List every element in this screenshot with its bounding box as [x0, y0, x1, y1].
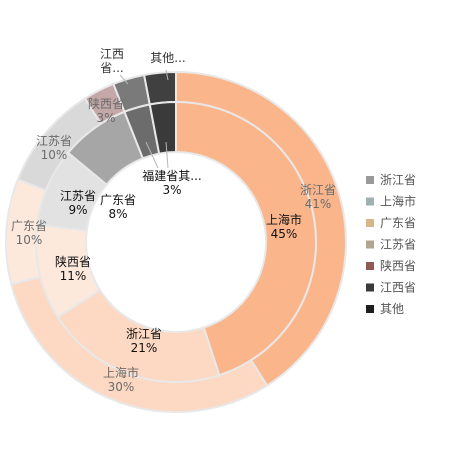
legend-item[interactable]: 江苏省	[366, 238, 416, 252]
callout-label: 江西省...	[100, 47, 124, 75]
inner-slice-label-line: 45%	[271, 227, 298, 241]
inner-slice[interactable]	[175, 100, 317, 377]
outer-slice-label-line: 10%	[41, 148, 68, 162]
callout-label-line: 其他...	[150, 51, 185, 65]
inner-slice-label: 上海市 45%	[266, 212, 302, 241]
legend-label: 浙江省	[380, 173, 416, 187]
callout-label-line: 福建省其...	[142, 168, 201, 183]
legend-label: 江西省	[380, 281, 416, 295]
legend-item[interactable]: 陕西省	[366, 258, 416, 273]
legend-swatch	[366, 197, 374, 206]
inner-slice-label: 广东省 8%	[100, 193, 136, 221]
inner-slice-label-line: 21%	[131, 341, 158, 355]
outer-slice-label: 江苏省 10%	[36, 134, 72, 162]
inner-slice-label-line: 江苏省	[60, 189, 96, 203]
inner-slice-label-line: 上海市	[266, 212, 302, 227]
inner-slice-label-line: 浙江省	[126, 327, 162, 341]
legend-label: 上海市	[380, 194, 416, 209]
legend-label: 广东省	[380, 216, 416, 230]
leader-line	[119, 74, 129, 85]
callout-label-line: 江西	[100, 47, 124, 61]
legend-item[interactable]: 广东省	[366, 216, 416, 230]
legend-item[interactable]: 上海市	[366, 194, 416, 209]
inner-slice-label: 陕西省 11%	[55, 254, 91, 283]
outer-slice-label-line: 3%	[96, 111, 115, 125]
leader-line	[165, 141, 169, 169]
legend-swatch	[366, 240, 374, 249]
callout-label: 其他...	[150, 51, 185, 65]
inner-slice-label: 浙江省 21%	[126, 327, 162, 355]
legend-label: 陕西省	[380, 258, 416, 273]
outer-slice-label: 陕西省 3%	[88, 96, 124, 125]
legend-label: 其他	[380, 302, 404, 316]
leader-line	[145, 141, 159, 169]
callout-label-line: 省...	[100, 61, 123, 75]
callout-label-line: 3%	[162, 183, 181, 197]
inner-ring	[35, 100, 317, 383]
inner-slice-label-line: 11%	[60, 269, 87, 283]
legend-label: 江苏省	[380, 238, 416, 252]
inner-slice-label-line: 广东省	[100, 193, 136, 207]
outer-slice[interactable]	[142, 70, 177, 106]
callout-label: 福建省其... 3%	[142, 168, 201, 197]
inner-slice-label-line: 8%	[108, 207, 127, 221]
legend-swatch	[366, 176, 374, 184]
legend-item[interactable]: 其他	[366, 302, 404, 316]
outer-slice-label-line: 陕西省	[88, 96, 124, 111]
inner-slice-label: 江苏省 9%	[60, 189, 96, 217]
outer-slice-label-line: 上海市	[103, 365, 139, 380]
legend-swatch	[366, 283, 374, 292]
data-labels: 浙江省 41%上海市 30%广东省 10%江苏省 10%陕西省 3%上海市 45%浙江省 21…	[11, 47, 336, 394]
inner-slice-label-line: 陕西省	[55, 254, 91, 269]
legend-swatch	[366, 262, 374, 270]
legend-swatch	[366, 219, 374, 227]
leader-line	[165, 69, 169, 81]
inner-slice-label-line: 9%	[68, 203, 87, 217]
outer-slice-label-line: 广东省	[11, 219, 47, 233]
outer-slice-label-line: 41%	[305, 197, 332, 211]
inner-slice[interactable]	[148, 100, 177, 155]
legend-item[interactable]: 浙江省	[366, 173, 416, 187]
outer-slice-label: 浙江省 41%	[300, 183, 336, 211]
outer-slice-label-line: 10%	[16, 233, 43, 247]
outer-slice-label-line: 江苏省	[36, 134, 72, 148]
legend-item[interactable]: 江西省	[366, 281, 416, 295]
outer-slice-label: 上海市 30%	[103, 365, 139, 394]
outer-slice-label-line: 30%	[108, 380, 135, 394]
outer-slice-label: 广东省 10%	[11, 219, 47, 247]
outer-slice-label-line: 浙江省	[300, 183, 336, 197]
legend-swatch	[366, 305, 374, 313]
